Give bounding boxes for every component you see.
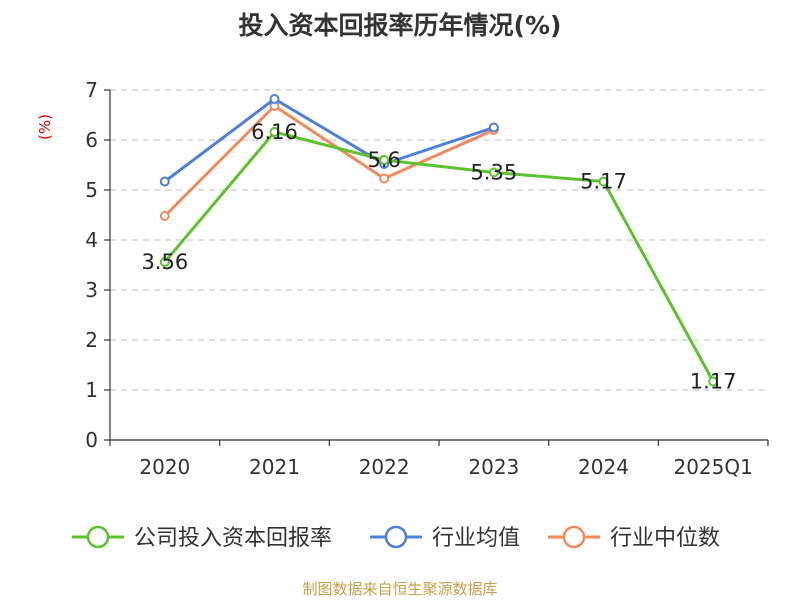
- data-point: [488, 122, 499, 133]
- data-label: 5.35: [470, 161, 517, 185]
- data-point: [159, 211, 170, 221]
- legend-item[interactable]: 行业中位数: [548, 525, 720, 551]
- data-point: [379, 155, 390, 165]
- x-tick-label: 2021: [249, 455, 300, 479]
- y-tick-label: 1: [85, 378, 98, 402]
- y-tick-label: 6: [85, 128, 98, 152]
- gridlines: [110, 89, 768, 391]
- legend-label: 公司投入资本回报率: [134, 526, 332, 551]
- series-line: [163, 130, 715, 383]
- data-source-note: 制图数据来自恒生聚源数据库: [302, 580, 498, 598]
- data-point: [159, 257, 170, 267]
- data-point: [708, 376, 719, 387]
- x-tick-label: 2022: [359, 455, 410, 479]
- y-tick-label: 3: [85, 278, 98, 302]
- legend-label: 行业中位数: [610, 526, 720, 551]
- series: [159, 94, 719, 387]
- x-tick-label: 2020: [139, 455, 190, 479]
- chart-title: 投入资本回报率历年情况(%): [238, 11, 562, 40]
- data-label: 1.17: [690, 370, 737, 394]
- data-point: [159, 176, 170, 187]
- y-axis-label: (%): [36, 114, 54, 140]
- legend-marker: [384, 525, 408, 549]
- series-line: [163, 97, 495, 183]
- legend-marker: [86, 525, 110, 549]
- legend-label: 行业均值: [432, 526, 520, 551]
- y-tick-label: 2: [85, 328, 98, 352]
- data-label: 5.6: [367, 148, 400, 172]
- legend-marker: [562, 525, 586, 549]
- x-tick-label: 2024: [578, 455, 629, 479]
- data-point: [598, 176, 609, 187]
- data-point: [379, 173, 390, 184]
- legend-item[interactable]: 公司投入资本回报率: [72, 525, 332, 551]
- axes: 0 1 2 3 4 5 6 7 2020 2021 2022 2023 2024 2025Q1: [85, 78, 769, 479]
- y-tick-label: 7: [85, 78, 98, 102]
- x-tick-label: 2023: [468, 455, 519, 479]
- data-label: 6.16: [251, 120, 298, 144]
- data-label: 5.17: [580, 170, 627, 194]
- legend[interactable]: 公司投入资本回报率 行业均值 行业中位数: [72, 525, 720, 551]
- data-label: 3.56: [141, 250, 188, 274]
- y-tick-label: 0: [85, 428, 98, 452]
- data-point: [269, 94, 280, 104]
- y-tick-label: 4: [85, 228, 98, 252]
- x-tick-label: 2025Q1: [673, 455, 752, 479]
- data-labels: 3.56 6.16 5.6 5.35 5.17 1.17: [141, 120, 736, 394]
- legend-item[interactable]: 行业均值: [370, 525, 520, 551]
- y-tick-label: 5: [85, 178, 98, 202]
- data-point: [488, 167, 499, 178]
- data-point: [269, 127, 280, 137]
- series-line: [163, 104, 495, 218]
